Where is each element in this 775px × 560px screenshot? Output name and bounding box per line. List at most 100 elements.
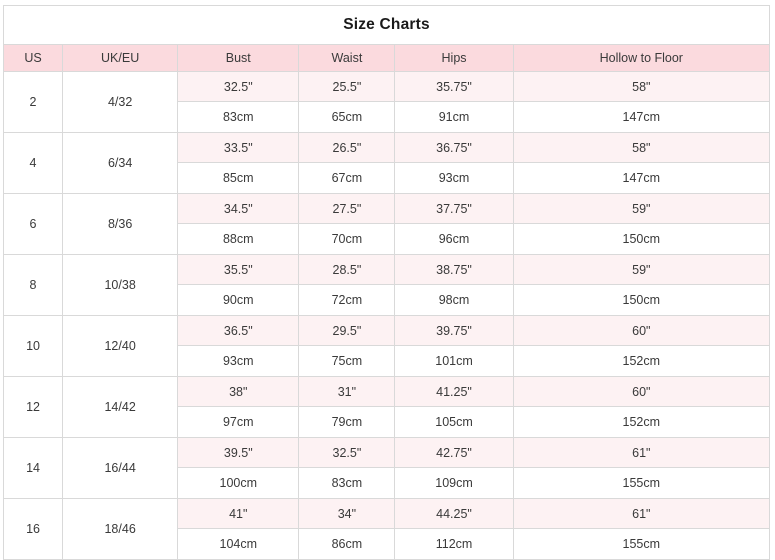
cell-ukeu: 14/42 <box>62 376 179 438</box>
cell-hips-inches: 36.75" <box>394 132 514 163</box>
table-row: 10 12/40 36.5" 29.5" 39.75" 60" <box>2 315 771 377</box>
cell-waist-inches: 25.5" <box>298 71 396 102</box>
cell-hollow-cm: 155cm <box>512 467 771 499</box>
cell-bust-inches: 39.5" <box>177 437 300 468</box>
cell-ukeu: 18/46 <box>62 498 179 560</box>
cell-hips-cm: 98cm <box>394 284 514 316</box>
cell-hips-inches: 37.75" <box>394 193 514 224</box>
cell-bust-inches: 34.5" <box>177 193 300 224</box>
table-row: 16 18/46 41" 34" 44.25" 61" <box>2 498 771 560</box>
cell-ukeu: 8/36 <box>62 193 179 255</box>
cell-ukeu: 12/40 <box>62 315 179 377</box>
cell-waist-cm: 83cm <box>298 467 396 499</box>
column-header-bust: Bust <box>177 44 300 72</box>
cell-bust-inches: 41" <box>177 498 300 529</box>
cell-bust-inches: 36.5" <box>177 315 300 346</box>
cell-hips-inches: 44.25" <box>394 498 514 529</box>
column-header-us: US <box>2 44 64 72</box>
table-row: 85cm 67cm 93cm 147cm <box>4 162 771 194</box>
cell-hollow-inches: 59" <box>512 193 771 224</box>
cell-bust-cm: 93cm <box>177 345 300 377</box>
cell-bust-cm: 100cm <box>177 467 300 499</box>
table-row: 6 8/36 34.5" 27.5" 37.75" 59" <box>2 193 771 255</box>
cell-hollow-cm: 147cm <box>512 162 771 194</box>
table-row: 4 6/34 33.5" 26.5" 36.75" 58" <box>2 132 771 194</box>
cell-waist-inches: 27.5" <box>298 193 396 224</box>
cell-us: 14 <box>2 437 64 499</box>
cell-hollow-cm: 150cm <box>512 223 771 255</box>
cell-us: 8 <box>2 254 64 316</box>
cell-ukeu: 16/44 <box>62 437 179 499</box>
column-header-hips: Hips <box>394 44 514 72</box>
cell-hollow-cm: 152cm <box>512 345 771 377</box>
table-row: 88cm 70cm 96cm 150cm <box>4 223 771 255</box>
cell-waist-cm: 67cm <box>298 162 396 194</box>
table-row: 2 4/32 32.5" 25.5" 35.75" 58" <box>2 71 771 133</box>
cell-hips-inches: 39.75" <box>394 315 514 346</box>
cell-hips-cm: 105cm <box>394 406 514 438</box>
size-chart-table: Size Charts US UK/EU Bust Waist Hips Hol… <box>2 5 771 560</box>
cell-hollow-inches: 60" <box>512 376 771 407</box>
cell-hollow-inches: 59" <box>512 254 771 285</box>
cell-bust-cm: 83cm <box>177 101 300 133</box>
cell-hollow-inches: 61" <box>512 498 771 529</box>
cell-waist-cm: 70cm <box>298 223 396 255</box>
cell-hips-cm: 96cm <box>394 223 514 255</box>
cell-waist-inches: 31" <box>298 376 396 407</box>
cell-bust-cm: 88cm <box>177 223 300 255</box>
cell-waist-cm: 75cm <box>298 345 396 377</box>
cell-hips-cm: 109cm <box>394 467 514 499</box>
cell-us: 16 <box>2 498 64 560</box>
cell-hollow-cm: 152cm <box>512 406 771 438</box>
cell-bust-cm: 85cm <box>177 162 300 194</box>
cell-bust-cm: 104cm <box>177 528 300 560</box>
table-row: 83cm 65cm 91cm 147cm <box>4 101 771 133</box>
cell-waist-cm: 86cm <box>298 528 396 560</box>
column-header-ukeu: UK/EU <box>62 44 179 72</box>
header-row: US UK/EU Bust Waist Hips Hollow to Floor <box>2 44 771 72</box>
cell-hollow-inches: 61" <box>512 437 771 468</box>
table-row: 90cm 72cm 98cm 150cm <box>4 284 771 316</box>
column-header-waist: Waist <box>298 44 396 72</box>
cell-us: 6 <box>2 193 64 255</box>
cell-waist-inches: 29.5" <box>298 315 396 346</box>
cell-hips-cm: 93cm <box>394 162 514 194</box>
cell-waist-cm: 79cm <box>298 406 396 438</box>
cell-hollow-cm: 150cm <box>512 284 771 316</box>
cell-hollow-cm: 147cm <box>512 101 771 133</box>
cell-hips-inches: 41.25" <box>394 376 514 407</box>
cell-bust-inches: 32.5" <box>177 71 300 102</box>
cell-bust-cm: 97cm <box>177 406 300 438</box>
cell-hollow-inches: 60" <box>512 315 771 346</box>
cell-bust-cm: 90cm <box>177 284 300 316</box>
table-row: 97cm 79cm 105cm 152cm <box>4 406 771 438</box>
cell-waist-cm: 65cm <box>298 101 396 133</box>
cell-bust-inches: 33.5" <box>177 132 300 163</box>
cell-waist-inches: 26.5" <box>298 132 396 163</box>
cell-ukeu: 6/34 <box>62 132 179 194</box>
cell-us: 2 <box>2 71 64 133</box>
cell-hollow-inches: 58" <box>512 71 771 102</box>
column-header-hollow: Hollow to Floor <box>512 44 771 72</box>
cell-waist-inches: 28.5" <box>298 254 396 285</box>
cell-bust-inches: 38" <box>177 376 300 407</box>
size-chart-container: Size Charts US UK/EU Bust Waist Hips Hol… <box>2 5 771 560</box>
cell-waist-inches: 34" <box>298 498 396 529</box>
title-row: Size Charts <box>3 5 770 45</box>
cell-hips-cm: 112cm <box>394 528 514 560</box>
page-title: Size Charts <box>3 5 770 45</box>
cell-hips-cm: 101cm <box>394 345 514 377</box>
cell-hollow-cm: 155cm <box>512 528 771 560</box>
cell-hips-inches: 38.75" <box>394 254 514 285</box>
cell-hips-cm: 91cm <box>394 101 514 133</box>
size-chart-body: Size Charts US UK/EU Bust Waist Hips Hol… <box>2 5 771 560</box>
cell-ukeu: 10/38 <box>62 254 179 316</box>
table-row: 12 14/42 38" 31" 41.25" 60" <box>2 376 771 438</box>
cell-ukeu: 4/32 <box>62 71 179 133</box>
cell-waist-inches: 32.5" <box>298 437 396 468</box>
cell-hips-inches: 42.75" <box>394 437 514 468</box>
table-row: 14 16/44 39.5" 32.5" 42.75" 61" <box>2 437 771 499</box>
cell-bust-inches: 35.5" <box>177 254 300 285</box>
cell-us: 12 <box>2 376 64 438</box>
cell-waist-cm: 72cm <box>298 284 396 316</box>
